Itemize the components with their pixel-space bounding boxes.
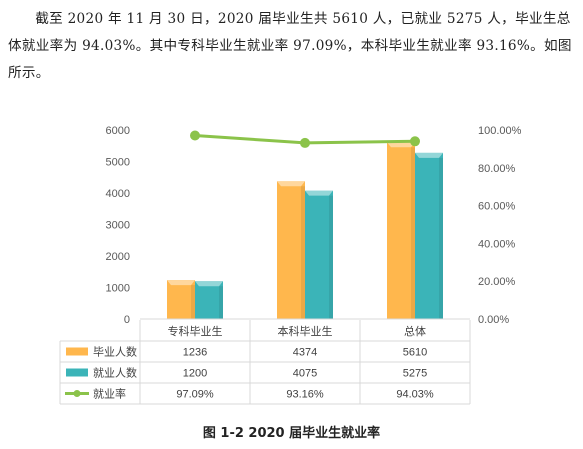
bar-就业人数 xyxy=(415,152,443,319)
right-axis-tick: 100.00% xyxy=(478,125,522,137)
legend-key-marker xyxy=(73,390,81,397)
bar-bevel xyxy=(415,152,443,158)
right-axis-tick: 0.00% xyxy=(478,314,509,326)
left-axis-tick: 4000 xyxy=(106,188,130,200)
legend-label: 就业人数 xyxy=(93,366,137,380)
line-point xyxy=(300,137,310,148)
bar-bevel xyxy=(387,142,415,148)
employment-chart: 0 1000 2000 3000 4000 5000 6000 0.00% 20.00% 40.0… xyxy=(0,110,583,420)
table-cell: 97.09% xyxy=(176,389,214,401)
bar-shade xyxy=(191,285,195,319)
bar-shade xyxy=(439,157,443,319)
left-axis-tick: 1000 xyxy=(106,283,130,295)
table-cell: 94.03% xyxy=(396,389,434,401)
legend-key-就业人数 xyxy=(66,368,88,377)
legend-label: 毕业人数 xyxy=(93,346,137,359)
category-label: 本科毕业生 xyxy=(278,324,333,338)
bar-shade xyxy=(329,195,333,319)
table-cell: 5610 xyxy=(403,347,427,359)
chart-svg: 0 1000 2000 3000 4000 5000 6000 0.00% 20.00% 40.0… xyxy=(59,125,522,405)
right-axis-tick: 60.00% xyxy=(478,201,516,213)
line-point xyxy=(190,130,200,141)
left-axis-tick: 5000 xyxy=(106,157,130,169)
legend-label: 就业率 xyxy=(93,387,126,401)
bar-毕业人数 xyxy=(277,181,305,319)
table-cell: 5275 xyxy=(403,368,427,380)
bar-就业人数 xyxy=(195,281,223,319)
right-axis-tick: 20.00% xyxy=(478,276,516,288)
bar-bevel xyxy=(195,281,223,287)
bar-毕业人数 xyxy=(387,142,415,319)
left-axis-tick: 0 xyxy=(124,314,130,326)
bar-shade xyxy=(411,147,415,319)
category-label: 总体 xyxy=(404,324,426,338)
legend-key-毕业人数 xyxy=(66,347,88,356)
table-cell: 4075 xyxy=(293,368,317,380)
table-cell: 4374 xyxy=(293,347,317,359)
bar-就业人数 xyxy=(305,190,333,319)
table-cell: 1236 xyxy=(183,347,207,359)
left-axis-tick: 6000 xyxy=(106,125,130,137)
intro-paragraph: 截至 2020 年 11 月 30 日，2020 届毕业生共 5610 人，已就… xyxy=(8,11,572,81)
bar-bevel xyxy=(305,190,333,196)
line-point xyxy=(410,136,420,147)
left-axis-tick: 2000 xyxy=(106,251,130,263)
left-axis-tick: 3000 xyxy=(106,220,130,232)
bar-毕业人数 xyxy=(167,280,195,319)
right-axis-tick: 80.00% xyxy=(478,163,516,175)
right-axis-tick: 40.00% xyxy=(478,238,516,250)
bar-shade xyxy=(219,286,223,319)
category-label: 专科毕业生 xyxy=(168,324,223,338)
bar-shade xyxy=(301,186,305,319)
bar-bevel xyxy=(277,181,305,187)
bar-bevel xyxy=(167,280,195,286)
figure-caption: 图 1-2 2020 届毕业生就业率 xyxy=(202,426,381,441)
table-cell: 1200 xyxy=(183,368,207,380)
table-cell: 93.16% xyxy=(286,389,324,401)
